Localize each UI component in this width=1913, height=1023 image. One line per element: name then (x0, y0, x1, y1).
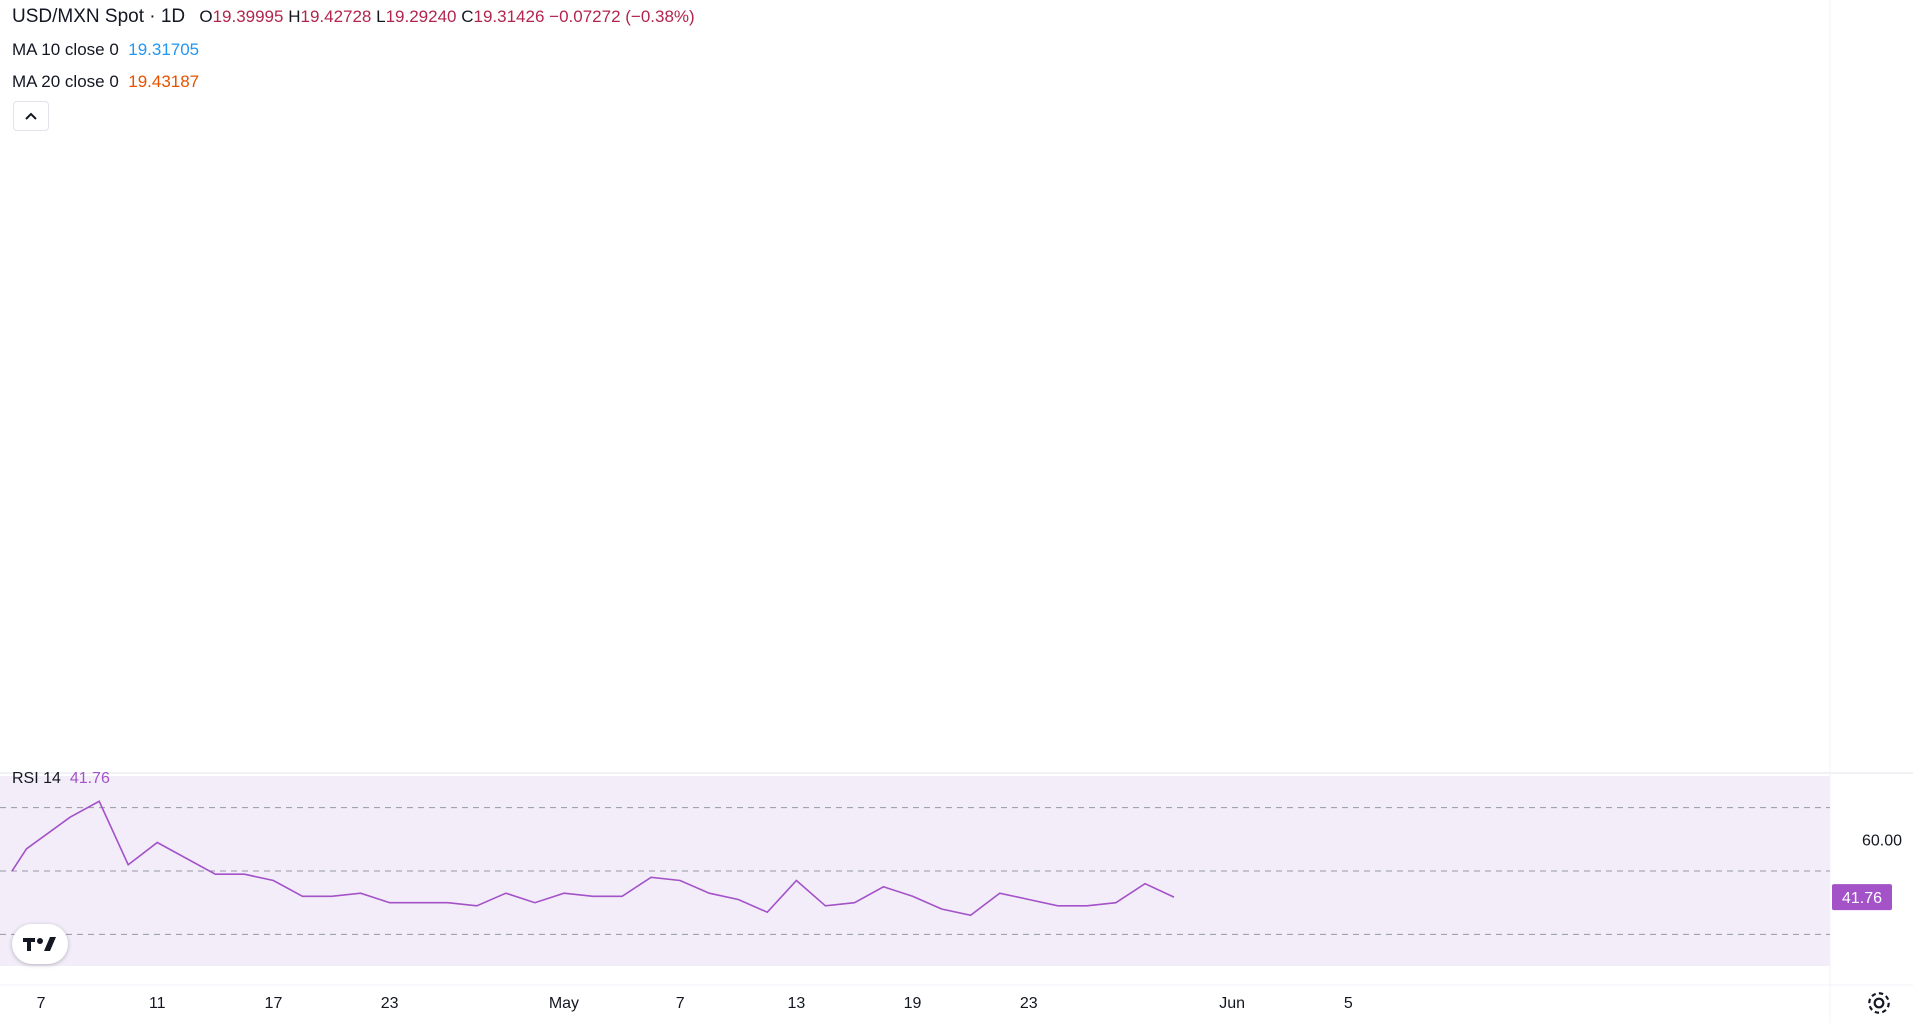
symbol-legend: USD/MXN Spot · 1D O19.39995 H19.42728 L1… (12, 6, 695, 28)
tradingview-logo[interactable] (12, 924, 68, 964)
high-label: H (288, 7, 301, 26)
ma20-legend[interactable]: MA 20 close 0 19.43187 (12, 72, 199, 92)
open-value: 19.39995 (212, 7, 284, 26)
high-value: 19.42728 (300, 7, 372, 26)
rsi-line[interactable] (11, 800, 1175, 917)
change-value: −0.07272 (−0.38%) (549, 7, 695, 26)
rsi-price-tag (1832, 884, 1892, 911)
low-label: L (376, 7, 386, 26)
time-axis-tick: 23 (1020, 995, 1038, 1012)
rsi-price-tag-text: 41.76 (1842, 890, 1882, 907)
time-axis-tick: 19 (904, 995, 922, 1012)
ma20-label: MA 20 close 0 (12, 72, 119, 91)
time-axis-tick: 7 (676, 995, 685, 1012)
close-label: C (461, 7, 474, 26)
rsi-label: RSI 14 (12, 770, 61, 787)
ma10-legend[interactable]: MA 10 close 0 19.31705 (12, 40, 199, 60)
low-value: 19.29240 (385, 7, 457, 26)
time-axis-tick: May (549, 995, 579, 1012)
settings-gear-icon[interactable] (1866, 990, 1892, 1016)
time-axis-tick: 11 (149, 995, 166, 1012)
tradingview-logo-icon (23, 937, 56, 951)
chevron-up-icon (25, 112, 37, 120)
time-axis-tick: 13 (787, 995, 805, 1012)
open-label: O (199, 7, 213, 26)
rsi-legend[interactable]: RSI 14 41.76 (12, 770, 110, 788)
ma10-value: 19.31705 (128, 40, 200, 59)
rsi-value: 41.76 (69, 770, 110, 787)
ma10-label: MA 10 close 0 (12, 40, 119, 59)
ma20-value: 19.43187 (128, 72, 200, 91)
time-axis-tick: 5 (1344, 995, 1353, 1012)
time-axis-tick: 17 (265, 995, 283, 1012)
time-axis-tick: Jun (1219, 995, 1245, 1012)
symbol-title[interactable]: USD/MXN Spot · 1D (12, 6, 186, 27)
collapse-legend-button[interactable] (13, 101, 49, 131)
close-value: 19.31426 (473, 7, 545, 26)
rsi-axis-tick: 60.00 (1862, 832, 1902, 849)
time-axis-tick: 7 (37, 995, 46, 1012)
time-axis-tick: 23 (381, 995, 399, 1012)
